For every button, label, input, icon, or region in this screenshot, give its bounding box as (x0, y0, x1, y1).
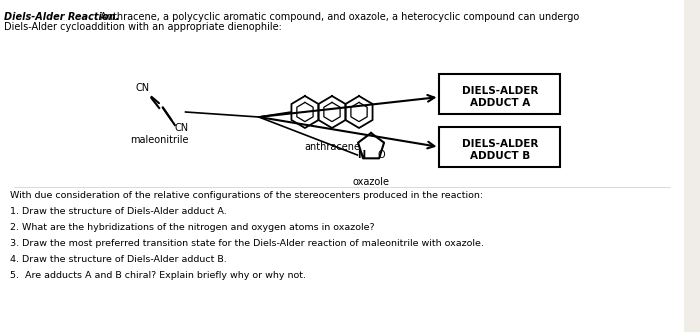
FancyBboxPatch shape (440, 127, 561, 167)
Text: Diels-Alder Reaction.: Diels-Alder Reaction. (4, 12, 119, 22)
Text: O: O (377, 150, 384, 160)
Text: 4. Draw the structure of Diels-Alder adduct B.: 4. Draw the structure of Diels-Alder add… (10, 255, 227, 264)
Text: oxazole: oxazole (353, 177, 390, 187)
FancyBboxPatch shape (440, 74, 561, 114)
Text: Diels-Alder cycloaddition with an appropriate dienophile:: Diels-Alder cycloaddition with an approp… (4, 22, 282, 32)
Text: With due consideration of the relative configurations of the stereocenters produ: With due consideration of the relative c… (10, 191, 483, 200)
Text: 5.  Are adducts A and B chiral? Explain briefly why or why not.: 5. Are adducts A and B chiral? Explain b… (10, 271, 306, 280)
Text: 1. Draw the structure of Diels-Alder adduct A.: 1. Draw the structure of Diels-Alder add… (10, 207, 227, 216)
FancyBboxPatch shape (0, 0, 683, 332)
Text: CN: CN (135, 83, 149, 93)
Text: anthracene: anthracene (304, 142, 360, 152)
Text: DIELS-ALDER
ADDUCT B: DIELS-ALDER ADDUCT B (462, 139, 538, 161)
Text: maleonitrile: maleonitrile (130, 135, 188, 145)
Text: CN: CN (175, 123, 189, 133)
Text: 2. What are the hybridizations of the nitrogen and oxygen atoms in oxazole?: 2. What are the hybridizations of the ni… (10, 223, 374, 232)
Text: DIELS-ALDER
ADDUCT A: DIELS-ALDER ADDUCT A (462, 86, 538, 108)
Text: Anthracene, a polycyclic aromatic compound, and oxazole, a heterocyclic compound: Anthracene, a polycyclic aromatic compou… (97, 12, 579, 22)
Text: 3. Draw the most preferred transition state for the Diels-Alder reaction of male: 3. Draw the most preferred transition st… (10, 239, 484, 248)
Text: N: N (357, 150, 365, 160)
